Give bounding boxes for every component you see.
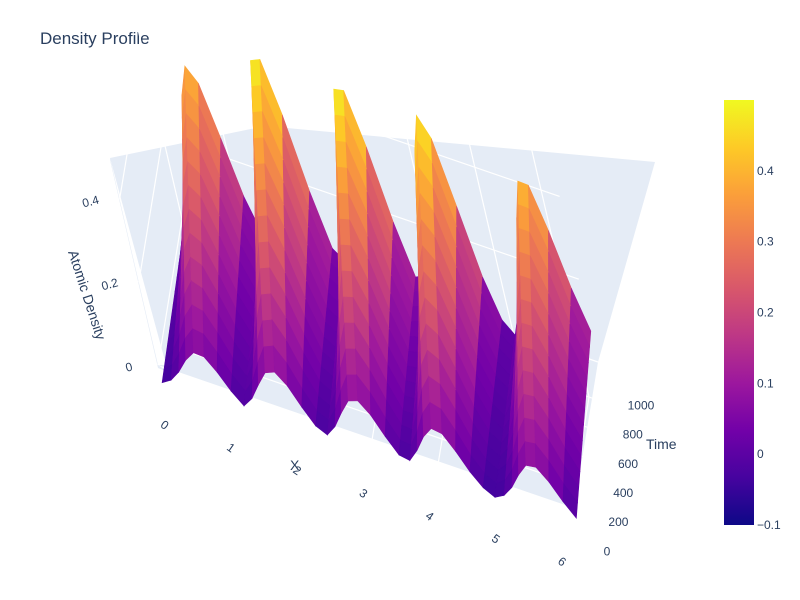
surface-cell [523,393,535,421]
surface-cell [255,163,267,191]
density-surface[interactable] [161,59,592,519]
surface-cell [519,251,532,280]
colorbar-tick-label: 0.4 [757,164,774,178]
colorbar-tick-label: 0.1 [757,376,774,390]
surface-cell [345,348,357,376]
time-tick-label: 1000 [628,398,655,412]
surface-cell [524,441,537,468]
z-axis-ticks: 0 0.2 0.4 [81,193,135,375]
time-tick-label: 800 [623,428,643,442]
surface-cell [343,296,355,324]
surface-cell [256,189,268,217]
surface-cell [257,215,269,243]
x-tick-label: 3 [357,486,371,501]
colorbar-tick-label: 0 [757,447,764,461]
surface-cell [344,322,356,350]
surface-cell [518,227,531,257]
z-tick-label: 0.4 [81,193,101,211]
surface-cell [518,204,530,233]
x-tick-label: 4 [423,508,437,523]
z-tick-label: 0.2 [100,275,120,293]
colorbar-ticks: −0.1 0 0.1 0.2 0.3 0.4 [757,164,781,532]
colorbar [724,100,754,525]
surface-cell [333,88,346,117]
z-axis-title: Atomic Density [65,248,109,342]
time-axis-title: Time [646,436,677,452]
x-tick-label: 6 [555,554,569,569]
surface-cell [252,111,264,139]
z-tick-label: 0 [124,359,134,374]
x-tick-label: 1 [224,440,238,455]
surface-cell [258,241,270,269]
surface-cell [251,85,263,113]
surface-cell [335,140,348,169]
surface-cell [261,293,273,322]
surface-cell [262,319,274,348]
time-tick-label: 600 [618,457,638,471]
x-tick-label: 5 [489,531,503,546]
surface-cell [520,299,533,327]
surface-cell [521,322,533,351]
surface-cell [259,267,272,296]
surface-cell [346,374,359,402]
surface-cell [405,365,418,384]
surface-cell [517,180,530,210]
time-tick-label: 0 [604,544,611,558]
surface-cell [334,114,347,143]
surface-cell [253,137,266,165]
surface-cell [341,270,354,298]
x-tick-label: 0 [158,417,172,432]
surface-cell [263,345,275,374]
surface-cell [339,218,351,246]
colorbar-tick-label: 0.2 [757,306,774,320]
surface-cell [520,275,532,304]
surface-cell [338,192,350,221]
chart-title: Density Profile [40,29,150,48]
surface-cell [340,244,353,272]
surface-cell [522,346,534,374]
time-tick-label: 400 [613,486,633,500]
surface-cell [562,482,578,519]
surface-cell [337,166,349,195]
colorbar-tick-label: −0.1 [757,518,781,532]
surface-cell [406,350,419,369]
time-tick-label: 200 [608,515,628,529]
x-axis-title: X [290,457,300,473]
surface-cell [524,417,536,445]
time-axis-ticks: 0 200 400 600 800 1000 [604,398,655,558]
colorbar-tick-label: 0.3 [757,235,774,249]
surface-cell [250,59,262,87]
surface-cell [522,370,535,398]
